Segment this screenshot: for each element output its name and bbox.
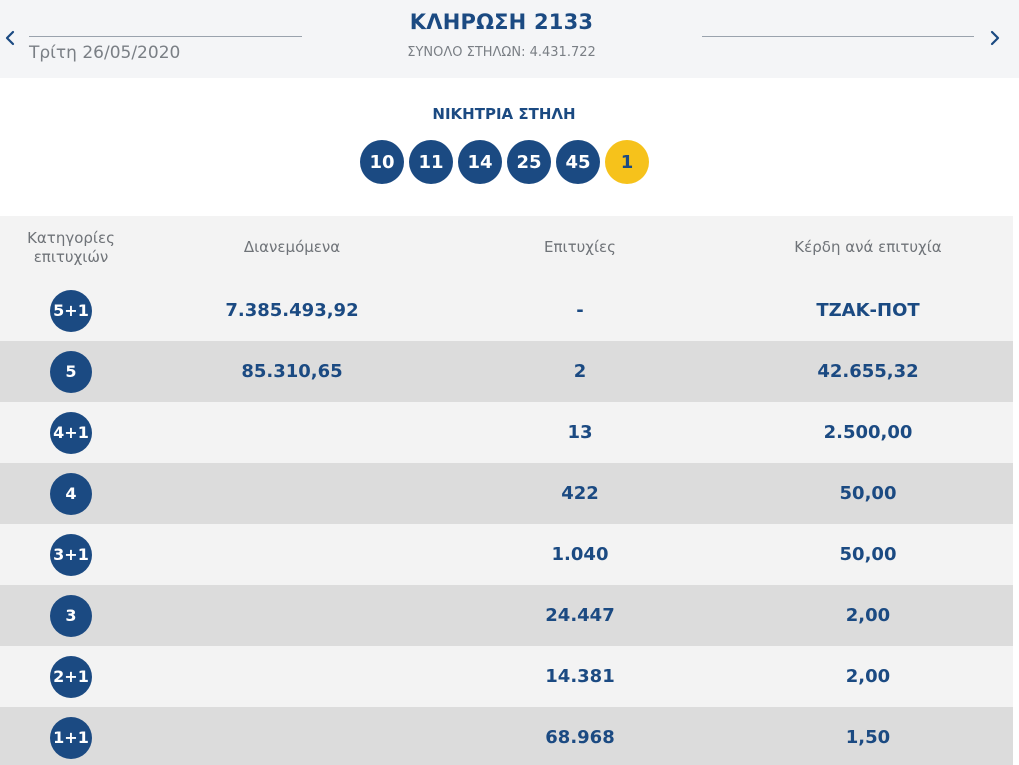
- table-row: 3+1 1.040 50,00: [0, 524, 1013, 585]
- category-cell: 2+1: [29, 646, 113, 707]
- prize-cell: 50,00: [839, 483, 897, 504]
- prize-cell: ΤΖΑΚ-ΠΟΤ: [816, 300, 920, 321]
- draw-title: ΚΛΗΡΩΣΗ 2133: [409, 10, 594, 34]
- header-winners: Επιτυχίες: [544, 238, 616, 257]
- chevron-left-icon: [5, 30, 15, 46]
- winners-cell: 13: [567, 422, 593, 443]
- divider-right: [702, 36, 974, 37]
- category-cell: 5+1: [29, 280, 113, 341]
- category-badge: 4+1: [50, 411, 92, 454]
- prize-table: Κατηγορίες επιτυχιών Διανεμόμενα Επιτυχί…: [0, 216, 1013, 765]
- draw-date: Τρίτη 26/05/2020: [29, 43, 181, 63]
- prize-cell: 2,00: [845, 666, 891, 687]
- winners-cell: 422: [561, 483, 599, 504]
- winning-number-ball: 45: [556, 140, 600, 184]
- table-row: 4+1 13 2.500,00: [0, 402, 1013, 463]
- category-badge: 5: [50, 350, 92, 393]
- previous-draw-button[interactable]: [0, 24, 22, 52]
- prize-cell: 50,00: [839, 544, 897, 565]
- winning-column-label: ΝΙΚΗΤΡΙΑ ΣΤΗΛΗ: [432, 105, 576, 123]
- category-cell: 4: [29, 463, 113, 524]
- prize-cell: 1,50: [845, 727, 891, 748]
- distributed-cell: [192, 463, 392, 524]
- category-cell: 4+1: [29, 402, 113, 463]
- header-prize: Κέρδη ανά επιτυχία: [794, 238, 942, 257]
- category-badge: 5+1: [50, 289, 92, 332]
- table-row: 1+1 68.968 1,50: [0, 707, 1013, 765]
- category-badge: 3: [50, 594, 92, 637]
- winners-cell: 68.968: [545, 727, 615, 748]
- category-cell: 3+1: [29, 524, 113, 585]
- table-row: 5 85.310,65 2 42.655,32: [0, 341, 1013, 402]
- distributed-cell: [192, 707, 392, 765]
- winning-number-ball: 14: [458, 140, 502, 184]
- winners-cell: -: [576, 300, 584, 321]
- category-cell: 1+1: [29, 707, 113, 765]
- header-distributed: Διανεμόμενα: [243, 238, 341, 257]
- table-row: 3 24.447 2,00: [0, 585, 1013, 646]
- category-badge: 1+1: [50, 716, 92, 759]
- category-badge: 4: [50, 472, 92, 515]
- winning-number-ball: 25: [507, 140, 551, 184]
- winning-numbers: 10 11 14 25 45 1: [360, 140, 649, 184]
- distributed-cell: [192, 524, 392, 585]
- joker-ball: 1: [605, 140, 649, 184]
- winning-number-ball: 11: [409, 140, 453, 184]
- winners-cell: 2: [573, 361, 587, 382]
- prize-table-header: Κατηγορίες επιτυχιών Διανεμόμενα Επιτυχί…: [0, 216, 1013, 280]
- winners-cell: 14.381: [545, 666, 615, 687]
- table-row: 4 422 50,00: [0, 463, 1013, 524]
- category-badge: 2+1: [50, 655, 92, 698]
- category-cell: 5: [29, 341, 113, 402]
- distributed-cell: 85.310,65: [241, 361, 343, 382]
- next-draw-button[interactable]: [984, 24, 1006, 52]
- table-row: 5+1 7.385.493,92 - ΤΖΑΚ-ΠΟΤ: [0, 280, 1013, 341]
- distributed-cell: [192, 402, 392, 463]
- header-category: Κατηγορίες επιτυχιών: [27, 228, 115, 267]
- prize-cell: 42.655,32: [817, 361, 919, 382]
- category-badge: 3+1: [50, 533, 92, 576]
- winning-number-ball: 10: [360, 140, 404, 184]
- winners-cell: 1.040: [551, 544, 609, 565]
- prize-cell: 2.500,00: [823, 422, 913, 443]
- total-columns: ΣΥΝΟΛΟ ΣΤΗΛΩΝ: 4.431.722: [407, 45, 596, 60]
- distributed-cell: [192, 585, 392, 646]
- winners-cell: 24.447: [545, 605, 615, 626]
- distributed-cell: [192, 646, 392, 707]
- table-row: 2+1 14.381 2,00: [0, 646, 1013, 707]
- distributed-cell: 7.385.493,92: [225, 300, 359, 321]
- category-cell: 3: [29, 585, 113, 646]
- draw-header: Τρίτη 26/05/2020 ΚΛΗΡΩΣΗ 2133 ΣΥΝΟΛΟ ΣΤΗ…: [0, 0, 1019, 78]
- divider-left: [29, 36, 302, 37]
- chevron-right-icon: [990, 30, 1000, 46]
- prize-cell: 2,00: [845, 605, 891, 626]
